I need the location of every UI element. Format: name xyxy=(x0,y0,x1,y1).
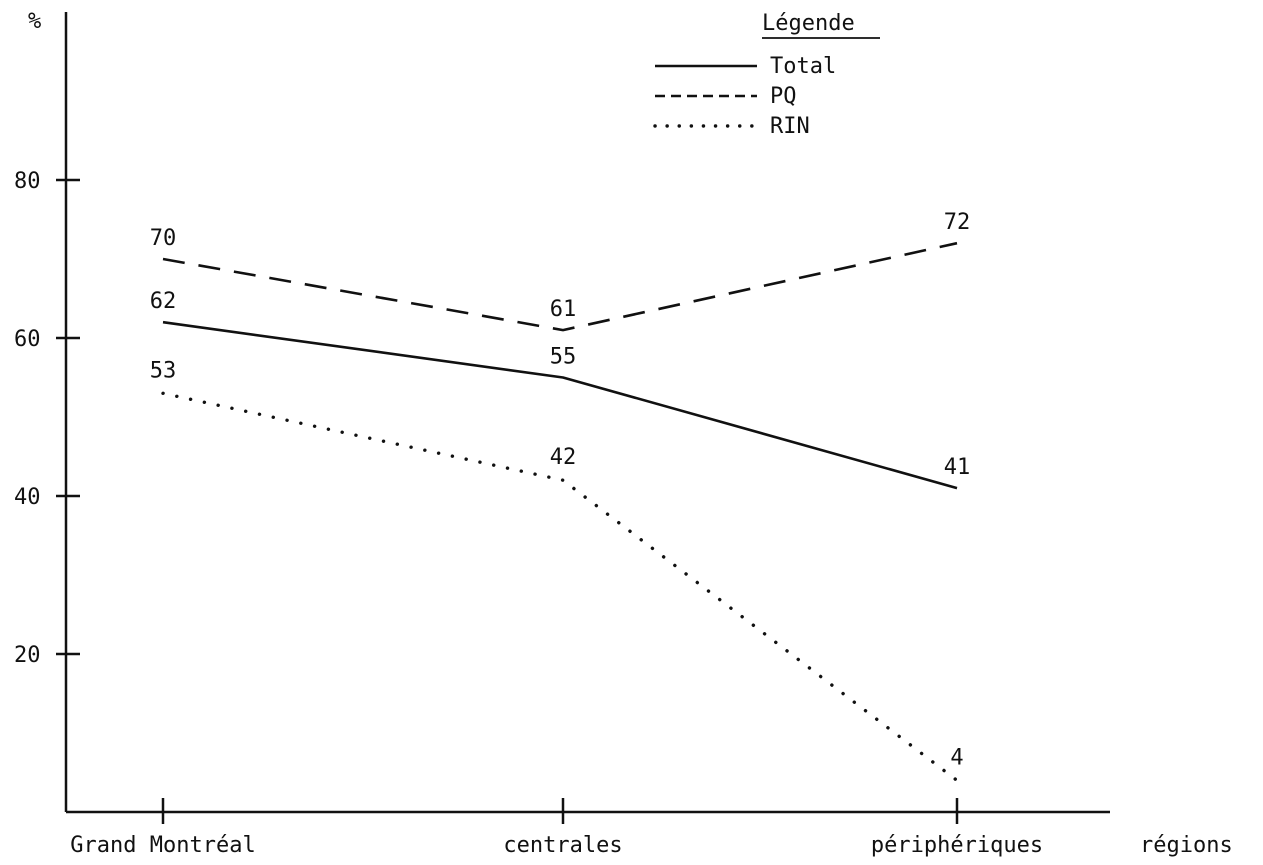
data-label-rin-centrales: 42 xyxy=(550,445,577,470)
data-label-total-grand-montreal: 62 xyxy=(150,289,177,314)
legend-label-rin: RIN xyxy=(770,114,810,139)
legend-title: Légende xyxy=(762,11,855,36)
data-labels: 62 55 41 70 61 72 53 42 4 xyxy=(150,210,971,770)
x-ticks: Grand Montréal centrales périphériques xyxy=(70,798,1043,858)
data-label-pq-centrales: 61 xyxy=(550,297,577,322)
y-tick-label-80: 80 xyxy=(14,169,41,194)
category-label-centrales: centrales xyxy=(503,833,622,858)
data-label-rin-peripheriques: 4 xyxy=(950,745,963,770)
data-label-total-peripheriques: 41 xyxy=(944,455,971,480)
series-lines xyxy=(161,241,959,783)
y-tick-label-20: 20 xyxy=(14,643,41,668)
series-line-total xyxy=(162,320,958,490)
y-tick-label-60: 60 xyxy=(14,327,41,352)
series-line-pq xyxy=(162,241,958,332)
y-axis-title: % xyxy=(28,9,41,34)
data-label-pq-grand-montreal: 70 xyxy=(150,226,177,251)
category-label-peripheriques: périphériques xyxy=(871,833,1043,858)
y-tick-label-40: 40 xyxy=(14,485,41,510)
legend: Légende Total PQ RIN xyxy=(653,11,880,139)
category-label-grand-montreal: Grand Montréal xyxy=(70,833,255,858)
x-axis-title: régions xyxy=(1140,833,1233,858)
y-ticks: 20 40 60 80 xyxy=(14,169,80,668)
axes xyxy=(64,12,1110,814)
legend-label-total: Total xyxy=(770,54,836,79)
legend-label-pq: PQ xyxy=(770,84,797,109)
series-line-rin xyxy=(161,391,959,783)
data-label-total-centrales: 55 xyxy=(550,345,577,370)
data-label-rin-grand-montreal: 53 xyxy=(150,358,177,383)
data-label-pq-peripheriques: 72 xyxy=(944,210,971,235)
